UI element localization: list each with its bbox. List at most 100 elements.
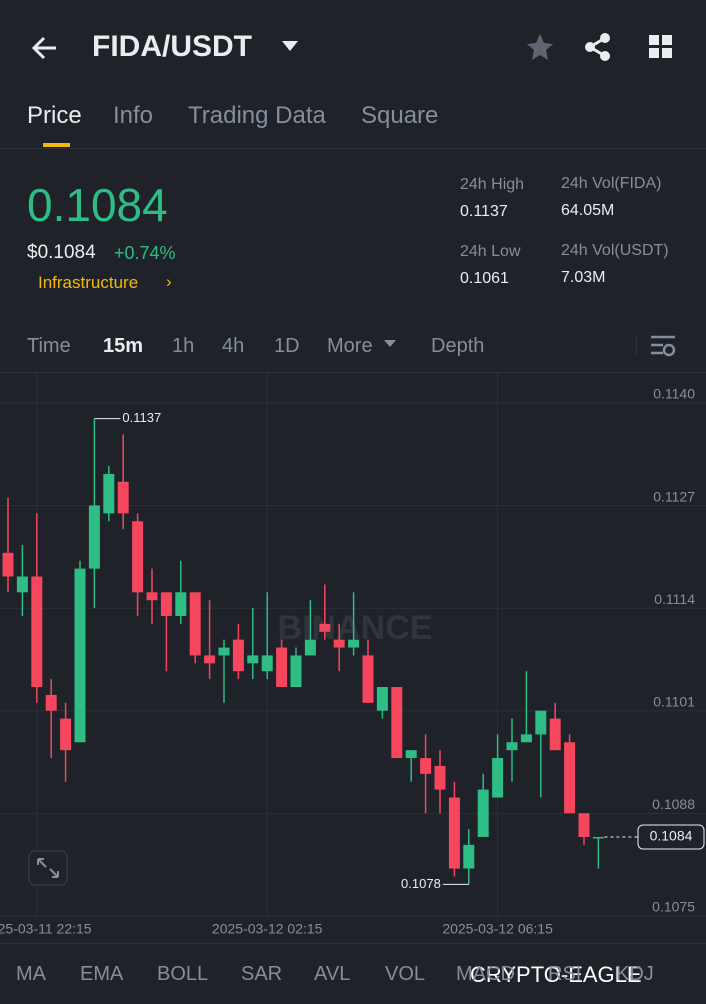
stat-value: 0.1137 [460,203,508,220]
indicator[interactable]: VOL [385,963,426,985]
indicator[interactable]: MA [16,963,46,985]
stat-label: 24h Vol(USDT) [561,242,669,259]
interval[interactable]: Depth [431,335,485,357]
y-tick-label: 0.1088 [652,796,695,812]
candle-body [74,568,86,743]
candle-body [348,639,360,648]
interval[interactable]: Time [27,335,71,357]
current-price-label: 0.1084 [650,828,693,844]
y-tick-label: 0.1140 [653,386,695,402]
candle-body [2,552,14,577]
candlestick-chart: BINANCE 0.11400.11270.11140.11010.10880.… [0,373,706,937]
indicator[interactable]: EMA [80,963,124,985]
low-label: 0.1078 [401,876,441,891]
candle-body [592,836,604,839]
candle-body [247,655,259,664]
indicator[interactable]: KDJ [616,963,654,985]
stat-label: 24h High [460,176,525,193]
candle-body [218,647,230,656]
tab-indicator [43,143,70,147]
watermark: CRYPTO-EAGLE [470,962,642,988]
stat-value: 0.1061 [460,270,509,287]
interval[interactable]: 15m [103,335,144,357]
candle-body [60,718,72,751]
candle-body [132,521,144,593]
candle-body [420,758,432,774]
chevron: › [166,272,172,291]
candle-body [175,592,187,616]
usd-price: $0.1084 [27,242,96,263]
candle-body [535,710,547,735]
divider [0,148,706,149]
candle-body [204,655,216,664]
candle-body [520,734,532,743]
indicator[interactable]: MACD [456,963,515,985]
candle-body [45,694,57,711]
candle-body [506,742,518,751]
candle-body [463,844,475,869]
y-tick-label: 0.1101 [653,694,695,710]
candle-body [333,639,345,648]
candle-body [146,592,158,601]
x-tick-label: 2025-03-12 02:15 [212,921,323,937]
pair-title[interactable]: FIDA/USDT [92,30,252,63]
separator [636,334,637,356]
stat-value: 64.05M [561,202,615,219]
candle-body [232,639,244,672]
interval[interactable]: 1D [274,335,300,357]
tab[interactable]: Price [27,102,82,129]
candle-body [319,623,331,632]
interval[interactable]: 4h [222,335,245,357]
candle-body [103,473,115,514]
candle-body [16,576,28,593]
candle-body [405,750,417,759]
candle-body [362,655,374,703]
candle-body [391,687,403,759]
price-change: +0.74% [114,243,176,263]
candle-body [290,655,302,688]
indicator[interactable]: RSI [548,963,582,985]
tab[interactable]: Trading Data [188,102,326,129]
interval[interactable]: More [327,335,373,357]
candle-body [564,742,576,814]
y-tick-label: 0.1114 [654,591,695,607]
tab[interactable]: Info [113,102,154,129]
candle-body [31,576,43,688]
stat-label: 24h Vol(FIDA) [561,175,662,192]
divider [0,372,706,373]
x-tick-label: 2025-03-12 06:15 [442,921,553,937]
candle-body [160,592,172,616]
candle-body [376,687,388,711]
chart-settings-icon[interactable] [650,334,676,358]
candle-body [304,639,316,656]
candle-body [434,765,446,790]
current-price-box [637,824,705,850]
candle-body [578,813,590,837]
divider [0,943,706,944]
candle-body [448,797,460,869]
tab[interactable]: Square [361,102,439,129]
candle-body [549,718,561,751]
sector-tag[interactable]: Infrastructure [38,273,139,292]
last-price: 0.1084 [27,179,168,231]
candle-body [88,505,100,569]
candle-body [492,758,504,798]
indicator[interactable]: AVL [314,963,351,985]
candle-body [276,647,288,688]
candle-body [117,481,129,514]
share-icon[interactable] [584,33,612,61]
y-tick-label: 0.1075 [652,899,695,915]
indicator[interactable]: BOLL [157,963,209,985]
interval[interactable]: 1h [172,335,195,357]
fullscreen-button[interactable] [28,850,68,886]
dropdown-icon[interactable] [281,40,299,52]
back-button[interactable] [30,34,60,62]
indicator[interactable]: SAR [241,963,283,985]
favorite-icon[interactable] [526,33,554,61]
high-label: 0.1137 [122,410,161,425]
stat-value: 7.03M [561,269,606,286]
candle-body [261,655,273,672]
stat-label: 24h Low [460,243,521,260]
grid-icon[interactable] [649,35,673,59]
